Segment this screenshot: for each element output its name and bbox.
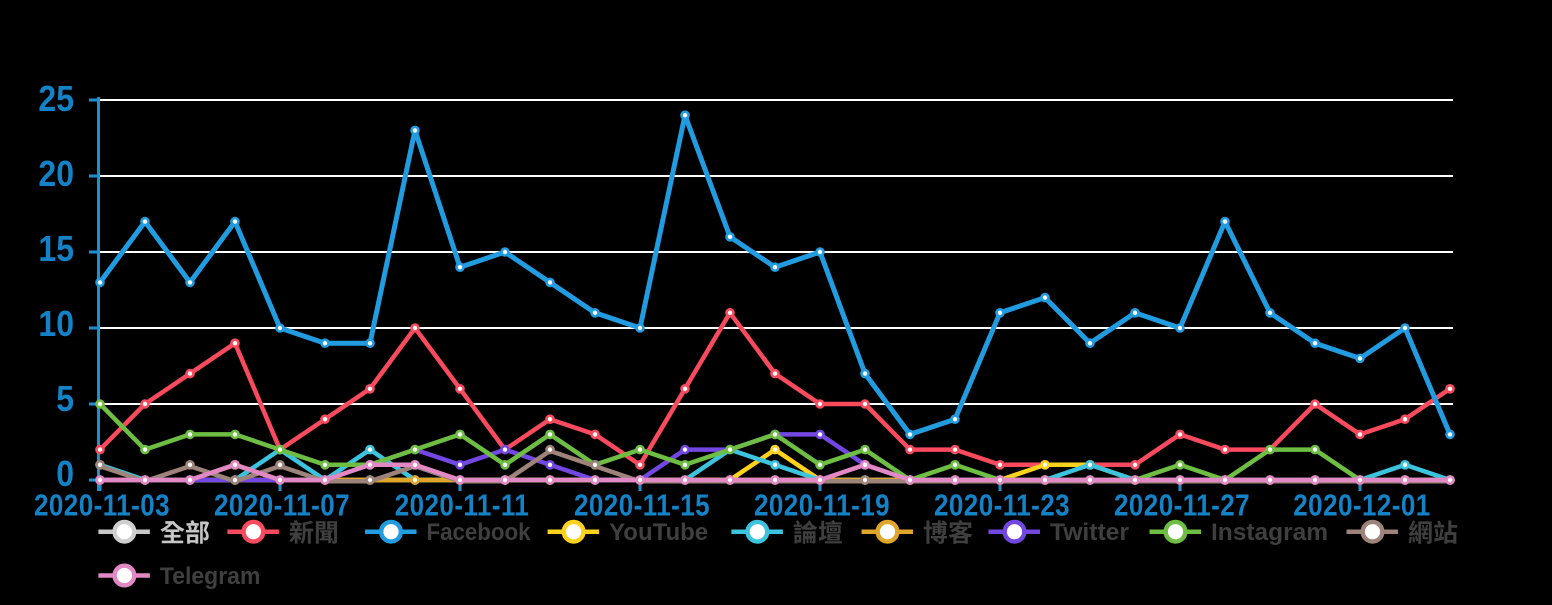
svg-text:2020-11-15: 2020-11-15 xyxy=(574,488,710,523)
svg-text:2020-11-11: 2020-11-11 xyxy=(395,488,530,523)
svg-text:2020-11-19: 2020-11-19 xyxy=(754,488,890,523)
svg-text:20: 20 xyxy=(38,154,74,194)
svg-text:15: 15 xyxy=(38,229,74,269)
svg-text:2020-11-03: 2020-11-03 xyxy=(34,488,170,523)
svg-text:10: 10 xyxy=(38,304,74,344)
svg-text:0: 0 xyxy=(56,455,74,495)
svg-text:Twitter: Twitter xyxy=(1050,519,1129,546)
svg-text:5: 5 xyxy=(56,380,74,420)
svg-text:Instagram: Instagram xyxy=(1211,519,1328,546)
svg-text:2020-12-01: 2020-12-01 xyxy=(1293,488,1430,523)
svg-text:25: 25 xyxy=(38,79,74,119)
svg-text:Telegram: Telegram xyxy=(160,563,261,590)
svg-text:2020-11-27: 2020-11-27 xyxy=(1114,488,1250,523)
svg-text:2020-11-23: 2020-11-23 xyxy=(934,488,1070,523)
svg-text:YouTube: YouTube xyxy=(609,519,708,546)
svg-text:Facebook: Facebook xyxy=(427,519,532,546)
svg-text:2020-11-07: 2020-11-07 xyxy=(214,488,350,523)
